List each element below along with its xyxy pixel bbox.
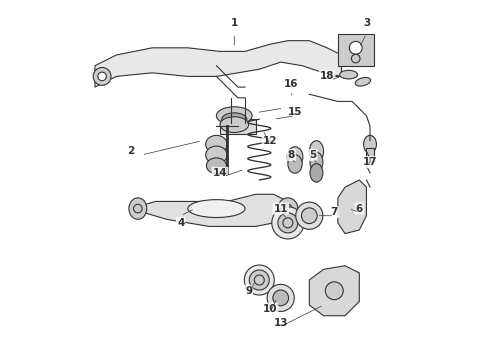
Ellipse shape [278, 198, 298, 219]
Polygon shape [338, 180, 367, 234]
Ellipse shape [355, 77, 370, 86]
Ellipse shape [206, 135, 227, 153]
Circle shape [267, 284, 294, 311]
Ellipse shape [309, 141, 323, 162]
Polygon shape [309, 266, 359, 316]
Ellipse shape [206, 158, 226, 174]
Ellipse shape [288, 155, 302, 173]
Polygon shape [131, 194, 288, 226]
Bar [220, 119, 256, 134]
Ellipse shape [340, 70, 358, 79]
Ellipse shape [129, 198, 147, 219]
Text: 1: 1 [231, 18, 238, 28]
Text: 4: 4 [177, 218, 184, 228]
Text: 13: 13 [273, 318, 288, 328]
Ellipse shape [222, 113, 247, 126]
Ellipse shape [206, 146, 227, 164]
Ellipse shape [287, 147, 303, 167]
Text: 8: 8 [288, 150, 295, 160]
Circle shape [296, 202, 323, 229]
Text: 17: 17 [363, 157, 377, 167]
Text: 10: 10 [263, 303, 277, 314]
Text: 3: 3 [363, 18, 370, 28]
Circle shape [273, 290, 289, 306]
Text: 12: 12 [263, 136, 277, 146]
Bar [367, 148, 373, 162]
Text: 6: 6 [356, 203, 363, 213]
Text: 16: 16 [284, 78, 299, 89]
Circle shape [93, 67, 111, 85]
Ellipse shape [310, 163, 323, 182]
Text: 15: 15 [288, 107, 302, 117]
Text: 14: 14 [213, 168, 227, 178]
Circle shape [325, 282, 343, 300]
Circle shape [245, 265, 274, 295]
Text: 9: 9 [245, 286, 252, 296]
Text: 18: 18 [320, 71, 334, 81]
Ellipse shape [364, 135, 376, 153]
Text: 11: 11 [273, 203, 288, 213]
Polygon shape [95, 41, 342, 87]
Circle shape [98, 72, 106, 81]
Circle shape [349, 41, 362, 54]
Circle shape [249, 270, 270, 290]
Circle shape [272, 207, 304, 239]
Bar [338, 33, 373, 66]
Text: 5: 5 [309, 150, 317, 160]
Circle shape [301, 208, 317, 224]
Text: 2: 2 [127, 147, 134, 157]
Circle shape [278, 213, 298, 233]
Text: 7: 7 [331, 207, 338, 217]
Ellipse shape [310, 152, 323, 172]
Ellipse shape [220, 117, 248, 132]
Ellipse shape [217, 107, 252, 125]
Ellipse shape [188, 200, 245, 217]
